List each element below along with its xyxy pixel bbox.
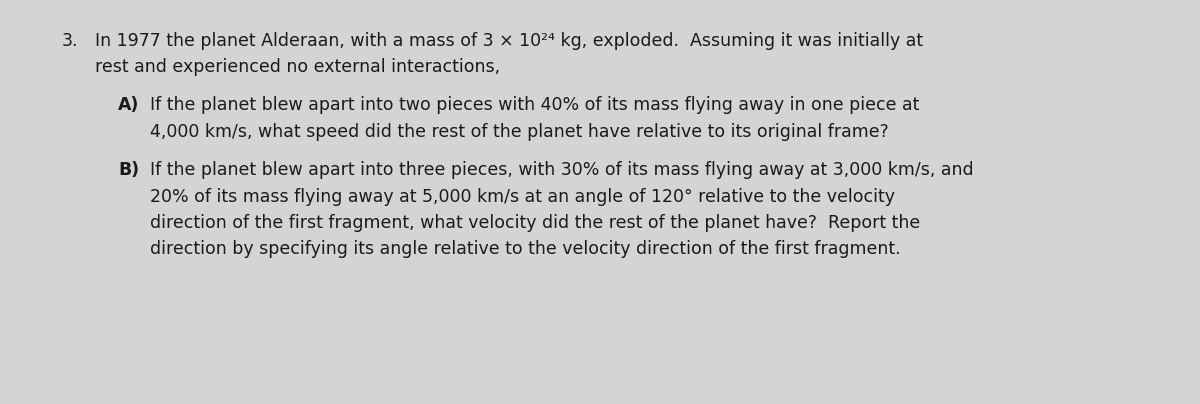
Text: 3.: 3. bbox=[62, 32, 78, 50]
Text: rest and experienced no external interactions,: rest and experienced no external interac… bbox=[95, 59, 500, 76]
Text: A): A) bbox=[118, 97, 139, 114]
Text: 4,000 km/s, what speed did the rest of the planet have relative to its original : 4,000 km/s, what speed did the rest of t… bbox=[150, 123, 889, 141]
Text: 20% of its mass flying away at 5,000 km/s at an angle of 120° relative to the ve: 20% of its mass flying away at 5,000 km/… bbox=[150, 187, 895, 206]
Text: If the planet blew apart into two pieces with 40% of its mass flying away in one: If the planet blew apart into two pieces… bbox=[150, 97, 919, 114]
Text: direction by specifying its angle relative to the velocity direction of the firs: direction by specifying its angle relati… bbox=[150, 240, 901, 259]
Text: direction of the first fragment, what velocity did the rest of the planet have? : direction of the first fragment, what ve… bbox=[150, 214, 920, 232]
Text: If the planet blew apart into three pieces, with 30% of its mass flying away at : If the planet blew apart into three piec… bbox=[150, 161, 973, 179]
Text: In 1977 the planet Alderaan, with a mass of 3 × 10²⁴ kg, exploded.  Assuming it : In 1977 the planet Alderaan, with a mass… bbox=[95, 32, 923, 50]
Text: B): B) bbox=[118, 161, 139, 179]
